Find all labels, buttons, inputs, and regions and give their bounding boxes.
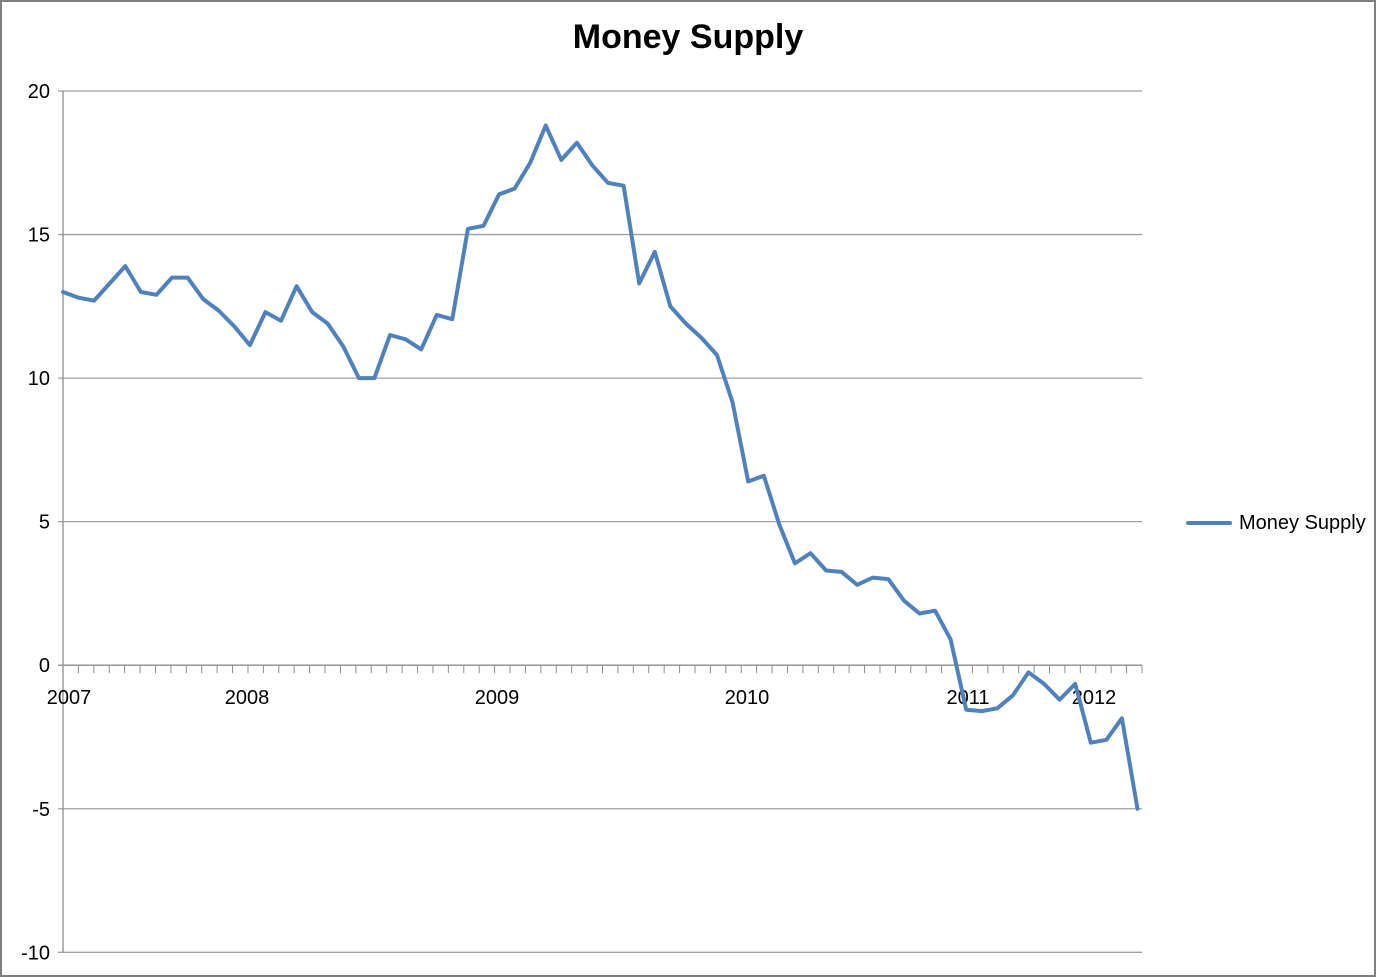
chart-title: Money Supply [572, 18, 804, 56]
y-axis-label: -10 [21, 942, 50, 964]
y-axis-label: 0 [39, 655, 50, 677]
y-axis-label: 15 [28, 225, 50, 247]
y-axis-label: 20 [28, 81, 50, 103]
legend-line-swatch [1186, 521, 1232, 525]
legend: Money Supply [1186, 510, 1366, 536]
x-axis-label: 2008 [225, 687, 270, 709]
legend-label: Money Supply [1239, 511, 1366, 534]
x-axis-label: 2007 [47, 687, 92, 709]
x-axis-label: 2009 [475, 687, 520, 709]
y-axis-label: 5 [39, 512, 50, 534]
y-axis-label: 10 [28, 368, 50, 390]
money-supply-series-line [61, 123, 1140, 811]
x-axis-label: 2011 [946, 687, 989, 709]
x-axis-label: 2012 [1072, 687, 1117, 709]
y-axis-label: -5 [32, 799, 50, 821]
x-axis-label: 2010 [725, 687, 770, 709]
